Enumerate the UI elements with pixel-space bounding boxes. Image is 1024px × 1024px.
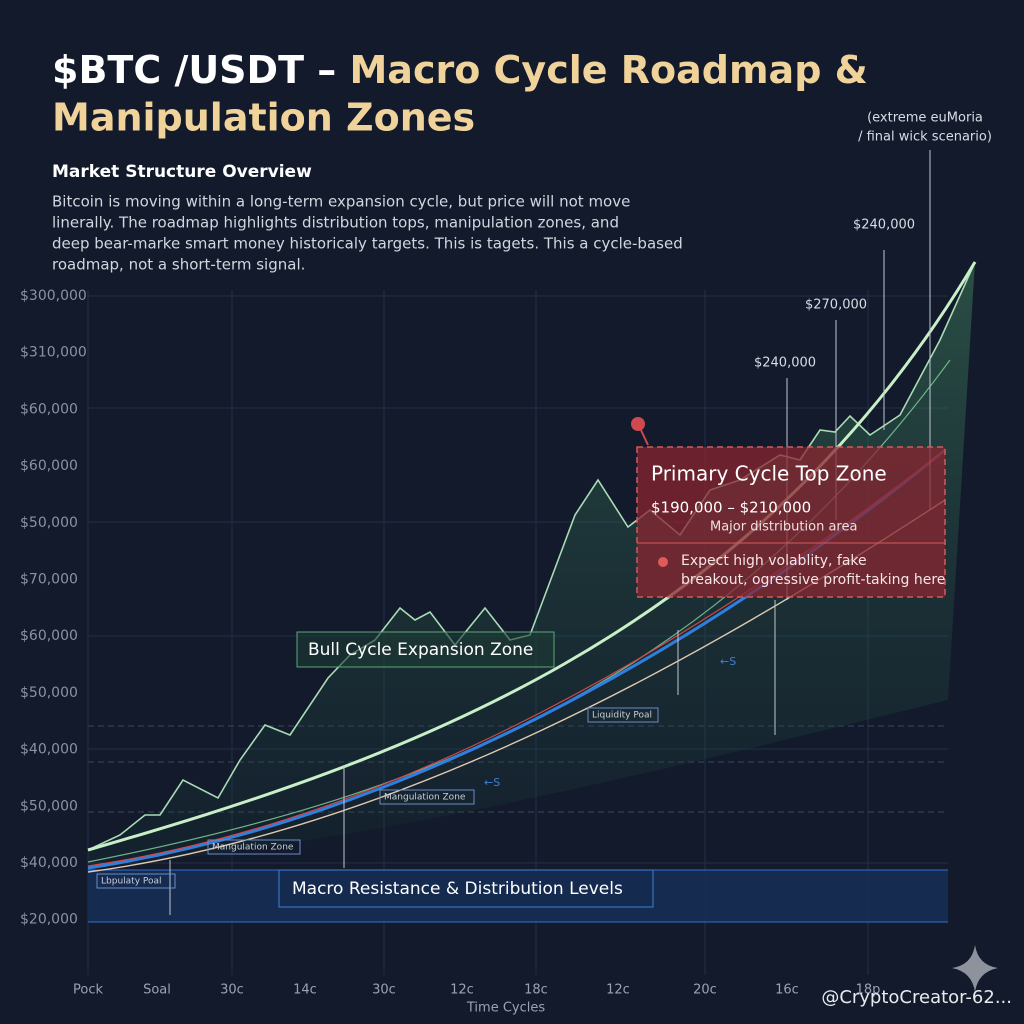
arrow-label: ←S <box>720 655 736 668</box>
x-tick-label: 18p <box>856 983 881 998</box>
zone-note: breakout, ogressive profit-taking here <box>681 572 945 588</box>
y-tick-label: $60,000 <box>20 458 78 474</box>
small-label: Mangulation Zone <box>384 793 466 803</box>
description: Bitcoin is moving within a long-term exp… <box>52 193 683 274</box>
x-tick-label: 12c <box>606 983 630 998</box>
x-axis-title: Time Cycles <box>466 1001 545 1016</box>
bull-zone-box <box>296 631 555 668</box>
macro-zone-box <box>278 869 654 908</box>
y-tick-label: $40,000 <box>20 742 78 758</box>
y-tick-label: $50,000 <box>20 685 78 701</box>
sparkle-icon <box>952 945 998 992</box>
small-label: Lbpulaty Poal <box>101 877 162 887</box>
y-tick-label: $300,000 <box>20 288 87 304</box>
y-tick-label: $50,000 <box>20 798 78 814</box>
y-tick-label: $310,000 <box>20 345 87 361</box>
title-lead: $BTC /USDT – <box>52 48 336 92</box>
y-tick-label: $60,000 <box>20 401 78 417</box>
note-pin <box>658 557 668 567</box>
y-tick-label: $50,000 <box>20 515 78 531</box>
pin <box>631 417 645 431</box>
title-line2: Manipulation Zones <box>52 96 475 140</box>
small-label: Liquidity Poal <box>592 711 652 721</box>
description-line: deep bear-marke smart money historicaly … <box>52 235 683 253</box>
watermark: @CryptoCreator-62... <box>821 987 1012 1008</box>
primary-zone-box <box>636 446 946 598</box>
x-tick-label: Soal <box>143 983 171 998</box>
x-tick-label: 12c <box>450 983 474 998</box>
x-tick-label: 18c <box>524 983 548 998</box>
pin-needle <box>639 427 649 446</box>
x-tick-label: Pock <box>73 983 103 998</box>
description-line: Bitcoin is moving within a long-term exp… <box>52 193 630 211</box>
zone-note: Expect high volablity, fake <box>681 553 867 569</box>
expansion-curve <box>87 261 977 852</box>
price-area <box>88 262 975 868</box>
x-axis-labels: Pock Soal 30c 14c 30c 12c 18c 12c 20c 16c 18p <box>73 983 880 998</box>
x-tick-label: 30c <box>372 983 396 998</box>
y-axis-labels: $300,000 $310,000 $60,000 $60,000 $50,000 $70… <box>20 288 87 928</box>
description-line: roadmap, not a short-term signal. <box>52 256 305 274</box>
zone-desc: Major distribution area <box>710 520 857 535</box>
x-tick-label: 14c <box>293 983 317 998</box>
arrow-label: ←S <box>484 776 500 789</box>
title: $BTC /USDT – Macro Cycle Roadmap & <box>52 48 868 92</box>
annotation: (extreme euMoria <box>867 111 983 126</box>
price-label: $270,000 <box>805 298 867 313</box>
bull-zone-label: Bull Cycle Expansion Zone <box>308 640 533 660</box>
y-tick-label: $20,000 <box>20 912 78 928</box>
price-label: $240,000 <box>754 356 816 371</box>
annotation: / final wick scenario) <box>858 130 992 145</box>
y-tick-label: $40,000 <box>20 855 78 871</box>
zone-range: $190,000 – $210,000 <box>651 499 811 517</box>
zone-title: Primary Cycle Top Zone <box>651 462 887 486</box>
description-line: linerally. The roadmap highlights distri… <box>52 214 619 232</box>
x-tick-label: 16c <box>775 983 799 998</box>
small-label: Mangulation Zone <box>212 843 294 853</box>
small-box <box>379 789 475 805</box>
small-box <box>207 839 301 855</box>
y-tick-label: $70,000 <box>20 572 78 588</box>
small-box <box>587 707 659 723</box>
y-tick-label: $60,000 <box>20 628 78 644</box>
title-rest: Macro Cycle Roadmap & <box>349 48 867 92</box>
subtitle: Market Structure Overview <box>52 162 312 182</box>
x-tick-label: 20c <box>693 983 717 998</box>
small-box <box>96 873 176 889</box>
x-tick-label: 30c <box>220 983 244 998</box>
macro-zone-label: Macro Resistance & Distribution Levels <box>292 879 623 899</box>
price-label: $240,000 <box>853 218 915 233</box>
